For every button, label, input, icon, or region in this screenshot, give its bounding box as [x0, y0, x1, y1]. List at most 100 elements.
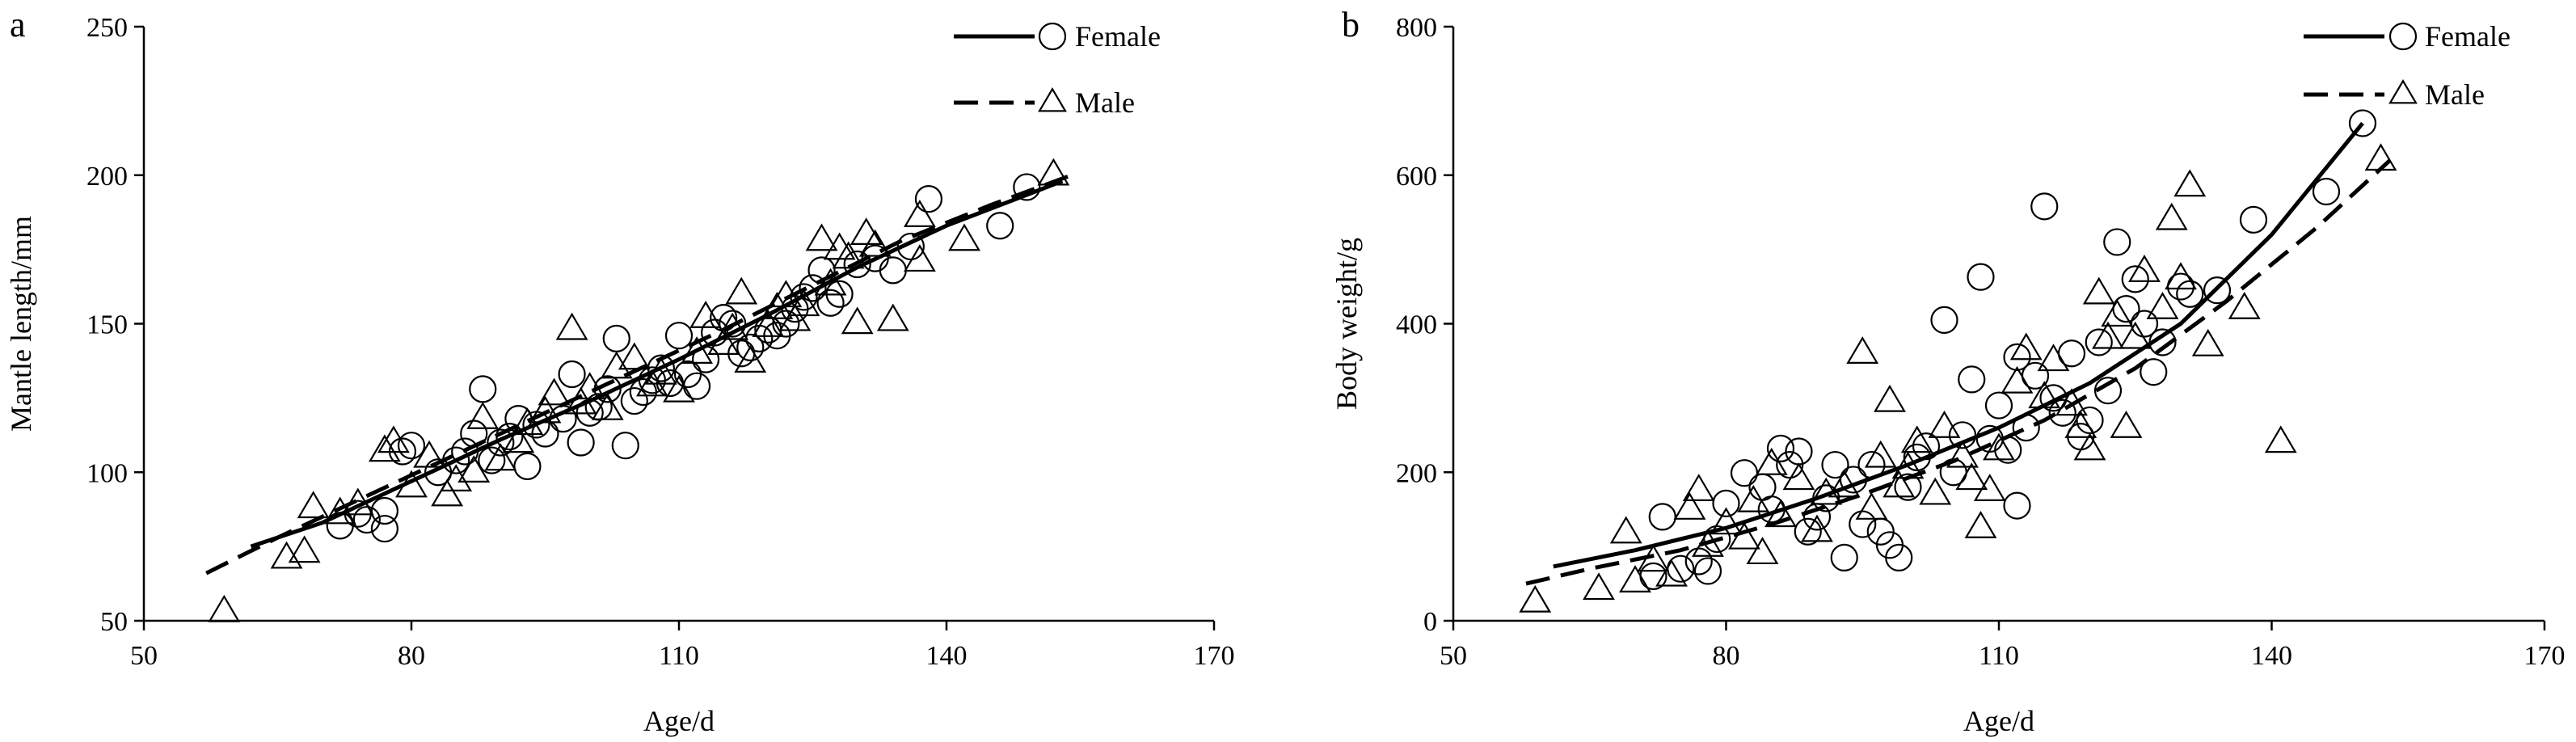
female-point — [2003, 491, 2031, 520]
male-point — [600, 351, 633, 379]
male-point — [2082, 276, 2115, 305]
male-point — [270, 541, 303, 569]
female-point — [1984, 391, 2013, 419]
series-male — [1519, 143, 2397, 613]
male-point — [2128, 255, 2161, 282]
male-point — [377, 425, 410, 453]
female-point — [879, 256, 907, 285]
male-point — [752, 310, 785, 337]
female-point — [1830, 543, 1858, 572]
male-point — [413, 440, 445, 468]
male-point — [1609, 516, 1642, 544]
male-point — [850, 217, 883, 245]
x-tick-label: 110 — [1979, 641, 2019, 671]
y-tick-label: 250 — [86, 13, 128, 43]
legend: Female Male — [2304, 20, 2511, 111]
chart-panel-a: 50 80 110 140 170 50 100 150 200 250 Age/d Mantle l… — [5, 5, 1235, 737]
female-point — [2103, 228, 2131, 256]
x-axis-title: Age/d — [1963, 705, 2034, 737]
male-point — [2073, 432, 2106, 461]
female-point — [843, 250, 871, 279]
male-point — [484, 443, 517, 471]
female-point — [1648, 503, 1676, 531]
female-point — [487, 428, 515, 457]
chart-panel-b: 50 80 110 140 170 0 200 400 600 800 Age/d Body weig… — [1330, 5, 2565, 737]
female-point — [370, 496, 398, 525]
female-point — [1684, 547, 1713, 575]
female-point — [352, 505, 381, 534]
x-axis-title: Age/d — [643, 705, 715, 737]
y-tick-label: 600 — [1396, 162, 1437, 192]
male-point — [1710, 507, 1743, 535]
male-point — [288, 535, 321, 563]
male-point — [1737, 484, 1770, 512]
y-tick-label: 150 — [86, 310, 128, 340]
male-point — [1973, 474, 2006, 501]
female-point — [620, 386, 648, 415]
male-point — [573, 372, 606, 400]
female-point — [2121, 265, 2149, 293]
male-point — [538, 377, 571, 406]
male-point — [2092, 321, 2124, 349]
male-point — [1682, 474, 1715, 501]
female-point — [719, 310, 747, 338]
male-point — [2001, 365, 2034, 394]
female-point — [682, 372, 711, 400]
female-point — [914, 185, 943, 213]
male-point — [2037, 344, 2070, 372]
female-point — [2093, 377, 2123, 405]
y-tick-label: 100 — [86, 458, 128, 488]
female-point — [2348, 109, 2377, 137]
panel-label: a — [10, 5, 26, 44]
male-point — [1919, 477, 1952, 505]
male-point — [2101, 299, 2134, 327]
male-point — [841, 306, 874, 335]
male-point — [1583, 572, 1615, 601]
female-point — [1776, 450, 1804, 479]
male-point — [466, 401, 500, 429]
male-point — [1928, 410, 1961, 438]
male-point — [591, 392, 624, 420]
female-point — [986, 212, 1014, 240]
female-point — [816, 289, 845, 317]
female-point — [2239, 205, 2268, 234]
female-fit-line — [1553, 121, 2364, 569]
male-point — [725, 276, 758, 305]
male-point — [297, 491, 330, 519]
male-point — [2110, 410, 2143, 438]
female-point — [799, 274, 827, 302]
male-point — [1782, 462, 1815, 491]
y-tick-label: 800 — [1396, 13, 1437, 43]
legend-female-marker — [1038, 22, 1067, 51]
male-point — [805, 223, 838, 251]
legend-female-label: Female — [1075, 20, 1161, 53]
male-point — [903, 244, 936, 272]
male-point — [2191, 328, 2224, 356]
male-point — [457, 455, 491, 483]
male-point — [2064, 410, 2097, 438]
female-point — [2312, 177, 2341, 206]
male-point — [903, 200, 936, 227]
legend-male-label: Male — [1075, 86, 1135, 119]
male-point — [2173, 169, 2207, 197]
x-tick-label: 50 — [130, 641, 158, 671]
female-point — [1821, 450, 1849, 479]
x-tick-label: 140 — [926, 641, 968, 671]
y-tick-label: 0 — [1423, 607, 1437, 637]
x-tick-label: 50 — [1440, 641, 1467, 671]
panel-label: b — [1342, 5, 1360, 44]
male-point — [502, 425, 535, 453]
male-point — [1619, 565, 1651, 592]
male-point — [2009, 332, 2043, 360]
male-point — [1864, 440, 1897, 468]
female-point — [736, 333, 765, 361]
female-point — [1849, 510, 1877, 538]
male-point — [832, 241, 865, 269]
male-point — [2119, 321, 2152, 349]
female-point — [1894, 473, 1922, 501]
male-point — [1655, 559, 1688, 587]
x-tick-label: 110 — [659, 641, 699, 671]
x-tick-label: 170 — [1194, 641, 1235, 671]
male-point — [1755, 447, 1788, 475]
